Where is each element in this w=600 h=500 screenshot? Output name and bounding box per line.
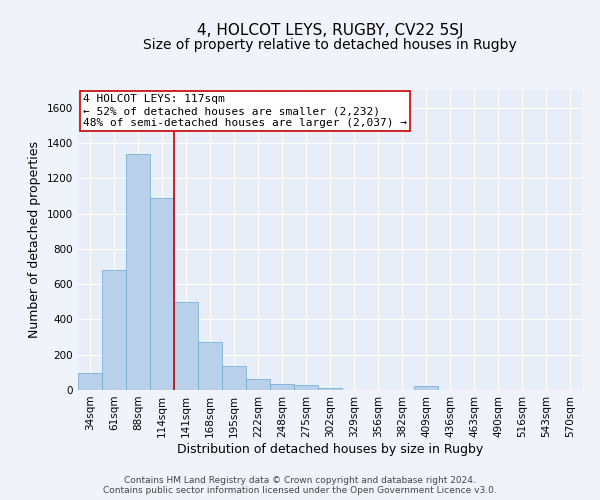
Y-axis label: Number of detached properties: Number of detached properties <box>28 142 41 338</box>
Bar <box>150 198 174 390</box>
Bar <box>222 366 246 390</box>
Bar <box>126 154 150 390</box>
Bar <box>318 388 342 390</box>
Bar <box>174 302 198 390</box>
Bar <box>414 386 438 390</box>
Bar <box>270 384 294 390</box>
Bar <box>78 373 102 390</box>
Bar <box>294 384 318 390</box>
X-axis label: Distribution of detached houses by size in Rugby: Distribution of detached houses by size … <box>177 442 483 456</box>
Bar <box>246 378 270 390</box>
Text: 4 HOLCOT LEYS: 117sqm
← 52% of detached houses are smaller (2,232)
48% of semi-d: 4 HOLCOT LEYS: 117sqm ← 52% of detached … <box>83 94 407 128</box>
Bar <box>102 270 126 390</box>
Bar <box>198 342 222 390</box>
Text: Contains HM Land Registry data © Crown copyright and database right 2024.
Contai: Contains HM Land Registry data © Crown c… <box>103 476 497 495</box>
Text: Size of property relative to detached houses in Rugby: Size of property relative to detached ho… <box>143 38 517 52</box>
Text: 4, HOLCOT LEYS, RUGBY, CV22 5SJ: 4, HOLCOT LEYS, RUGBY, CV22 5SJ <box>197 22 463 38</box>
